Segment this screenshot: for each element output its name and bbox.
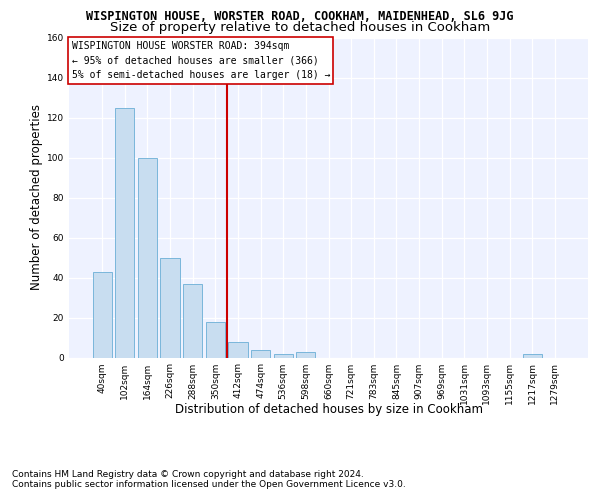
Text: Size of property relative to detached houses in Cookham: Size of property relative to detached ho… bbox=[110, 21, 490, 34]
Bar bbox=[115, 108, 134, 358]
Bar bbox=[138, 158, 157, 358]
Text: Contains public sector information licensed under the Open Government Licence v3: Contains public sector information licen… bbox=[12, 480, 406, 489]
Bar bbox=[523, 354, 542, 358]
Bar bbox=[229, 342, 248, 357]
Bar bbox=[160, 258, 180, 358]
Bar bbox=[183, 284, 202, 358]
Text: WISPINGTON HOUSE WORSTER ROAD: 394sqm
← 95% of detached houses are smaller (366): WISPINGTON HOUSE WORSTER ROAD: 394sqm ← … bbox=[71, 40, 330, 80]
Bar bbox=[92, 272, 112, 358]
Bar bbox=[274, 354, 293, 358]
Bar bbox=[206, 322, 225, 358]
Text: WISPINGTON HOUSE, WORSTER ROAD, COOKHAM, MAIDENHEAD, SL6 9JG: WISPINGTON HOUSE, WORSTER ROAD, COOKHAM,… bbox=[86, 10, 514, 23]
Bar bbox=[251, 350, 270, 358]
Text: Distribution of detached houses by size in Cookham: Distribution of detached houses by size … bbox=[175, 402, 483, 415]
Text: Contains HM Land Registry data © Crown copyright and database right 2024.: Contains HM Land Registry data © Crown c… bbox=[12, 470, 364, 479]
Bar bbox=[296, 352, 316, 358]
Y-axis label: Number of detached properties: Number of detached properties bbox=[30, 104, 43, 290]
